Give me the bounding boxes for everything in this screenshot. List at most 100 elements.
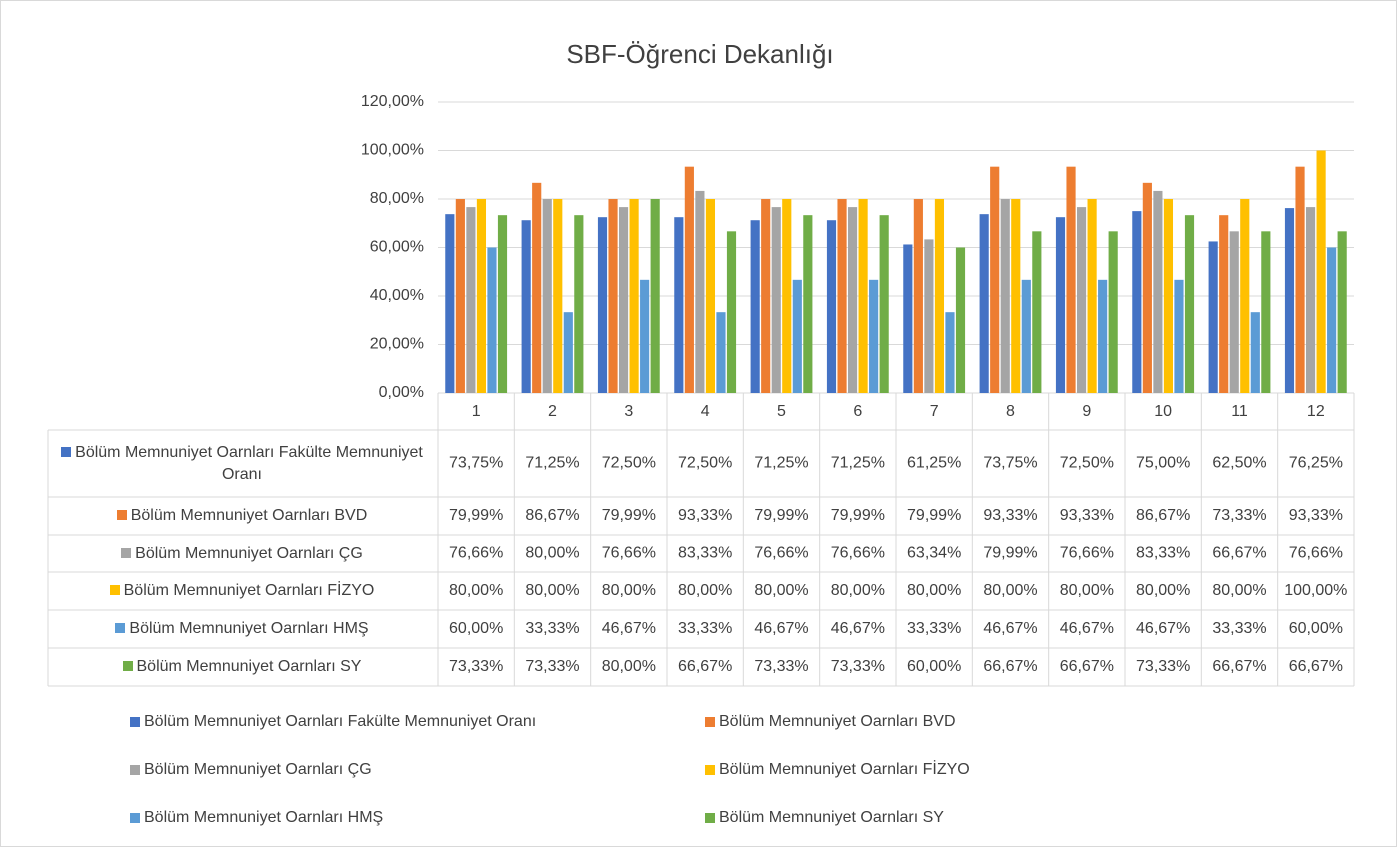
x-tick-label: 1 bbox=[472, 403, 481, 420]
table-value: 79,99% bbox=[754, 507, 808, 524]
table-value: 46,67% bbox=[754, 620, 808, 637]
bar bbox=[487, 247, 497, 393]
table-value: 63,34% bbox=[907, 545, 961, 562]
bar bbox=[726, 231, 737, 393]
x-tick-label: 11 bbox=[1231, 403, 1248, 420]
table-value: 76,66% bbox=[831, 545, 885, 562]
table-value: 76,66% bbox=[1060, 545, 1114, 562]
bar bbox=[1305, 207, 1316, 393]
bar bbox=[837, 199, 847, 393]
bar bbox=[847, 207, 858, 393]
table-value: 73,33% bbox=[831, 658, 885, 675]
x-tick-label: 10 bbox=[1154, 403, 1172, 420]
bar bbox=[1208, 241, 1218, 393]
bar bbox=[1184, 215, 1195, 393]
table-value: 75,00% bbox=[1136, 455, 1190, 472]
table-value: 93,33% bbox=[678, 507, 732, 524]
legend-label: Bölüm Memnuniyet Oarnları Fakülte Memnun… bbox=[144, 713, 536, 730]
row-label-content: Bölüm Memnuniyet Oarnları ÇG bbox=[121, 543, 363, 565]
bar bbox=[497, 215, 508, 393]
series-name: Bölüm Memnuniyet Oarnları SY bbox=[136, 658, 362, 675]
table-value: 79,99% bbox=[983, 545, 1037, 562]
bar bbox=[445, 214, 455, 393]
row-label: Bölüm Memnuniyet Oarnları ÇG bbox=[121, 543, 363, 565]
legend-key bbox=[705, 717, 715, 727]
legend-label: Bölüm Memnuniyet Oarnları HMŞ bbox=[144, 809, 383, 826]
y-tick-label: 60,00% bbox=[370, 239, 424, 256]
table-value: 66,67% bbox=[678, 658, 732, 675]
bar bbox=[532, 182, 542, 393]
table-value: 66,67% bbox=[983, 658, 1037, 675]
bar bbox=[1284, 208, 1295, 393]
table-value: 76,66% bbox=[1289, 545, 1343, 562]
table-value: 61,25% bbox=[907, 455, 961, 472]
bar bbox=[695, 190, 705, 393]
x-tick-label: 3 bbox=[624, 403, 633, 420]
table-value: 80,00% bbox=[602, 658, 656, 675]
table-value: 46,67% bbox=[602, 620, 656, 637]
bar bbox=[826, 220, 837, 393]
table-value: 80,00% bbox=[754, 582, 808, 599]
legend-key bbox=[61, 446, 72, 457]
bar bbox=[750, 220, 760, 393]
bar bbox=[1337, 231, 1347, 393]
series-name: Bölüm Memnuniyet Oarnları Fakülte Memnun… bbox=[75, 443, 423, 483]
table-value: 46,67% bbox=[831, 620, 885, 637]
x-tick-label: 9 bbox=[1082, 403, 1091, 420]
bar bbox=[574, 215, 584, 393]
x-tick-label: 8 bbox=[1006, 403, 1015, 420]
table-value: 76,66% bbox=[449, 545, 503, 562]
table-value: 93,33% bbox=[1060, 507, 1114, 524]
y-tick-label: 80,00% bbox=[370, 190, 424, 207]
bar bbox=[466, 207, 476, 393]
y-tick-label: 120,00% bbox=[361, 93, 424, 110]
bar bbox=[1021, 279, 1031, 393]
bar bbox=[1229, 231, 1239, 393]
row-label: Bölüm Memnuniyet Oarnları SY bbox=[122, 658, 362, 675]
bar bbox=[455, 199, 465, 393]
row-label-box: Bölüm Memnuniyet Oarnları HMŞ bbox=[49, 610, 435, 648]
bar bbox=[913, 199, 923, 393]
table-value: 73,33% bbox=[1136, 658, 1190, 675]
table-value: 76,66% bbox=[754, 545, 808, 562]
legend-key bbox=[109, 585, 120, 595]
x-tick-label: 12 bbox=[1307, 403, 1325, 420]
bar bbox=[761, 199, 771, 393]
bar bbox=[476, 199, 487, 393]
table-value: 73,75% bbox=[449, 455, 503, 472]
x-tick-label: 4 bbox=[701, 403, 710, 420]
legend-key bbox=[705, 813, 715, 823]
table-value: 72,50% bbox=[678, 455, 732, 472]
row-label-box: Bölüm Memnuniyet Oarnları FİZYO bbox=[49, 572, 435, 610]
table-value: 80,00% bbox=[678, 582, 732, 599]
x-tick-label: 5 bbox=[777, 403, 786, 420]
table-value: 66,67% bbox=[1060, 658, 1114, 675]
row-label-content: Bölüm Memnuniyet Oarnları Fakülte Memnun… bbox=[49, 442, 435, 486]
table-value: 66,67% bbox=[1212, 658, 1266, 675]
bar bbox=[716, 312, 726, 393]
table-value: 66,67% bbox=[1289, 658, 1343, 675]
table-value: 71,25% bbox=[831, 455, 885, 472]
table-value: 93,33% bbox=[983, 507, 1037, 524]
row-label: Bölüm Memnuniyet Oarnları Fakülte Memnun… bbox=[49, 442, 435, 486]
table-value: 100,00% bbox=[1284, 582, 1347, 599]
table-value: 33,33% bbox=[1212, 620, 1266, 637]
bar bbox=[1032, 231, 1042, 393]
bar bbox=[771, 207, 781, 393]
table-value: 83,33% bbox=[678, 545, 732, 562]
table-value: 60,00% bbox=[449, 620, 503, 637]
table-value: 79,99% bbox=[907, 507, 961, 524]
bar bbox=[521, 220, 531, 393]
bar bbox=[924, 239, 934, 393]
legend-key bbox=[130, 813, 140, 823]
bar bbox=[1066, 166, 1076, 393]
table-value: 86,67% bbox=[525, 507, 579, 524]
bar bbox=[934, 199, 945, 393]
bar bbox=[858, 199, 868, 393]
bar bbox=[1087, 199, 1097, 393]
x-tick-label: 7 bbox=[930, 403, 939, 420]
bar bbox=[1142, 182, 1152, 393]
bar bbox=[903, 244, 913, 393]
